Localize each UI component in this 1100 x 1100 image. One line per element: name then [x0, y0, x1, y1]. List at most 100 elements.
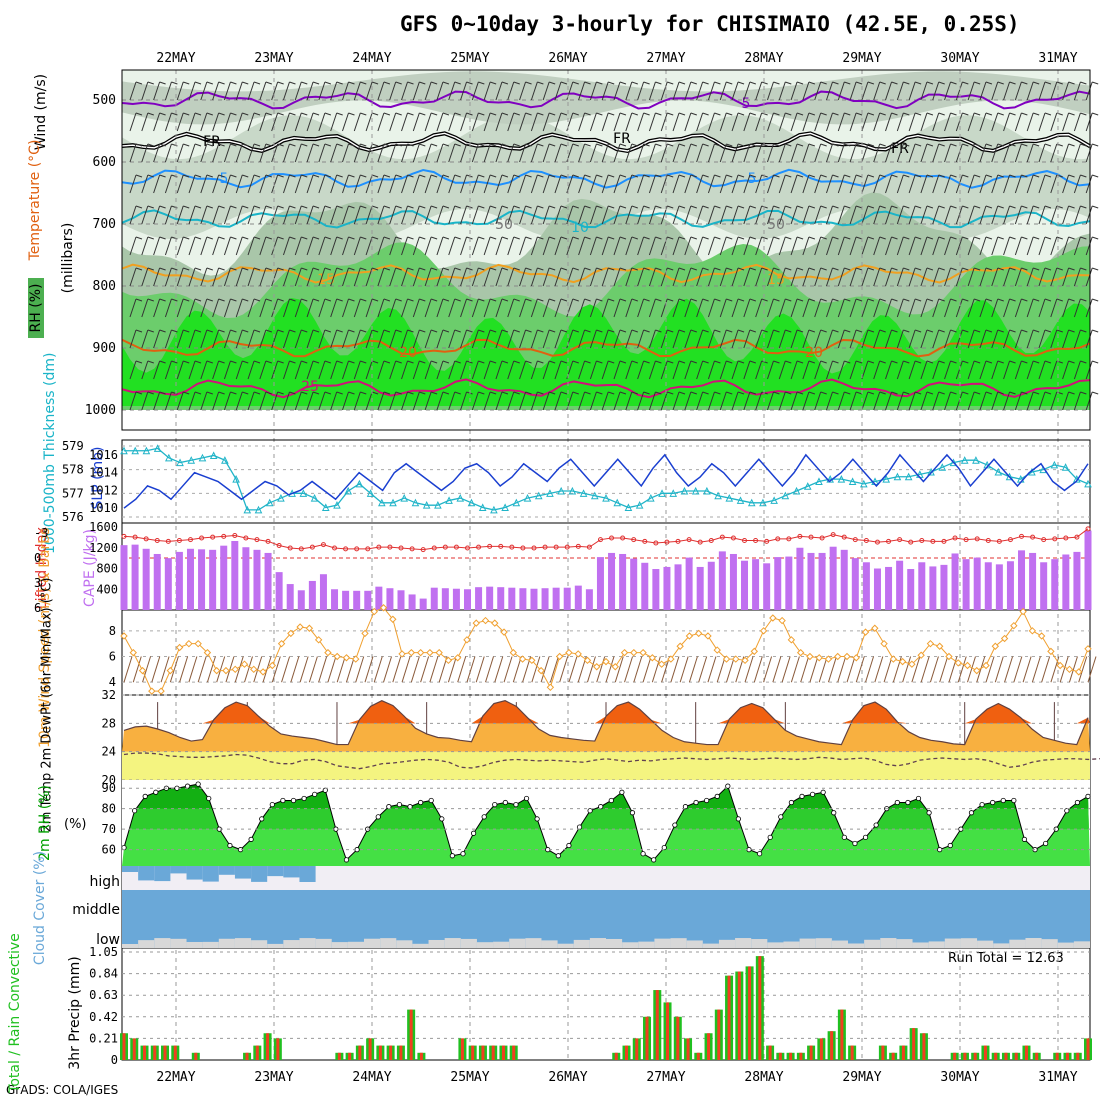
wind-barb [153, 236, 161, 256]
wind-barb [849, 112, 857, 132]
wind-barb [743, 81, 751, 101]
wind-barb-flag [159, 205, 166, 209]
wind-barb-flag [324, 298, 332, 302]
wind-barb [766, 112, 774, 132]
wind-barb-10m [531, 656, 541, 683]
wind-barb-flag [489, 112, 497, 116]
cape-bar [1051, 559, 1059, 610]
cloud-high-patch [299, 866, 316, 882]
wind-barb [294, 205, 302, 225]
wind-barb [519, 298, 527, 318]
wind-barb [353, 391, 361, 411]
wind-barb [696, 174, 704, 194]
wind-barb [1062, 112, 1070, 132]
y-tick-pressure: 700 [93, 217, 116, 232]
wind-barb [318, 112, 326, 132]
wind-barb-flag [761, 298, 768, 302]
wind-barb-flag [926, 329, 934, 333]
wind-barb-flag [844, 360, 851, 364]
wind-barb-flag [832, 81, 839, 85]
wind-barb-flag [973, 205, 981, 209]
wind-barb [223, 143, 231, 163]
cloud-low-patch [848, 943, 865, 948]
rh-marker [841, 834, 847, 840]
wind-barb-flag [383, 267, 391, 271]
wind-barb-flag [407, 329, 414, 333]
cloud-low-patch [154, 938, 171, 948]
isotherm-line-inner [121, 132, 1091, 152]
thickness-marker [803, 482, 812, 490]
wind-barb [188, 236, 196, 256]
wind-barb [530, 360, 538, 380]
wind-barb-flag [147, 391, 154, 395]
wind-barb [306, 236, 314, 256]
wind-barb [731, 205, 739, 225]
wind-barb-flag [560, 112, 568, 116]
wind-barb-flag [312, 174, 320, 178]
li-marker [387, 544, 393, 550]
wind-barb-10m [225, 656, 235, 683]
wind-barb-10m [549, 656, 559, 683]
wind-barb-flag [1080, 360, 1087, 364]
wind-barb [448, 298, 456, 318]
wind-barb-flag [631, 298, 638, 302]
wind-barb-flag [820, 143, 827, 147]
wind-barb-flag [383, 391, 391, 395]
wind-barb [436, 329, 444, 349]
wind-barb [814, 360, 822, 380]
wind-barb [330, 81, 338, 101]
cloud-low-patch [799, 938, 816, 948]
wind-barb [826, 360, 833, 380]
wind-barb-flag [171, 267, 178, 271]
isotherm-line [121, 378, 1091, 399]
wind-barb-flag [525, 112, 532, 116]
wind-barb-flag [714, 205, 721, 209]
thickness-marker [355, 479, 364, 488]
wind-barb-10m [160, 656, 170, 683]
contour-label: 50 [767, 217, 785, 233]
wind-barb [896, 298, 904, 318]
thickness-marker [635, 501, 644, 509]
precip-bar-convective [912, 1028, 916, 1060]
wind-speed-marker [185, 639, 193, 648]
wind-barb [1050, 174, 1058, 194]
wind-barb-flag [761, 174, 768, 178]
wind-barb [365, 391, 373, 411]
wind-barb-flag [183, 298, 190, 302]
wind-barb-flag [171, 112, 178, 116]
wind-speed-marker [546, 683, 555, 692]
wind-barb-flag [513, 236, 520, 240]
wind-barb [542, 236, 550, 256]
wind-barb-flag [218, 236, 225, 240]
wind-barb [542, 360, 550, 380]
wind-barb-flag [1044, 143, 1052, 147]
wind-barb-flag [678, 205, 686, 209]
wind-barb [1050, 267, 1058, 287]
wind-speed-marker [676, 642, 684, 650]
thickness-marker [747, 498, 756, 507]
wind-barb [766, 391, 774, 411]
wind-barb-flag [206, 112, 213, 116]
wind-barb-flag [608, 143, 615, 147]
wind-barb-10m [957, 656, 967, 683]
wind-barb-flag [159, 298, 166, 302]
wind-barb-10m [790, 656, 800, 683]
wind-speed-marker [750, 647, 759, 656]
wind-speed-marker [982, 661, 990, 670]
wind-barb [235, 143, 243, 163]
wind-barb-flag [867, 267, 875, 271]
wind-barb [1050, 205, 1058, 225]
wind-barb-flag [608, 205, 615, 209]
wind-barb-flag [277, 360, 284, 364]
li-marker [686, 537, 692, 543]
li-marker [531, 545, 537, 551]
wind-barb-flag [678, 391, 686, 395]
wind-barb [814, 112, 822, 132]
wind-barb-flag [619, 267, 627, 271]
precip-bar-convective [819, 1038, 823, 1060]
wind-barb-10m [772, 656, 782, 683]
wind-barb-flag [1068, 143, 1075, 147]
wind-barb-flag [242, 267, 249, 271]
wind-barb [1038, 267, 1046, 287]
cape-bar [475, 587, 483, 610]
